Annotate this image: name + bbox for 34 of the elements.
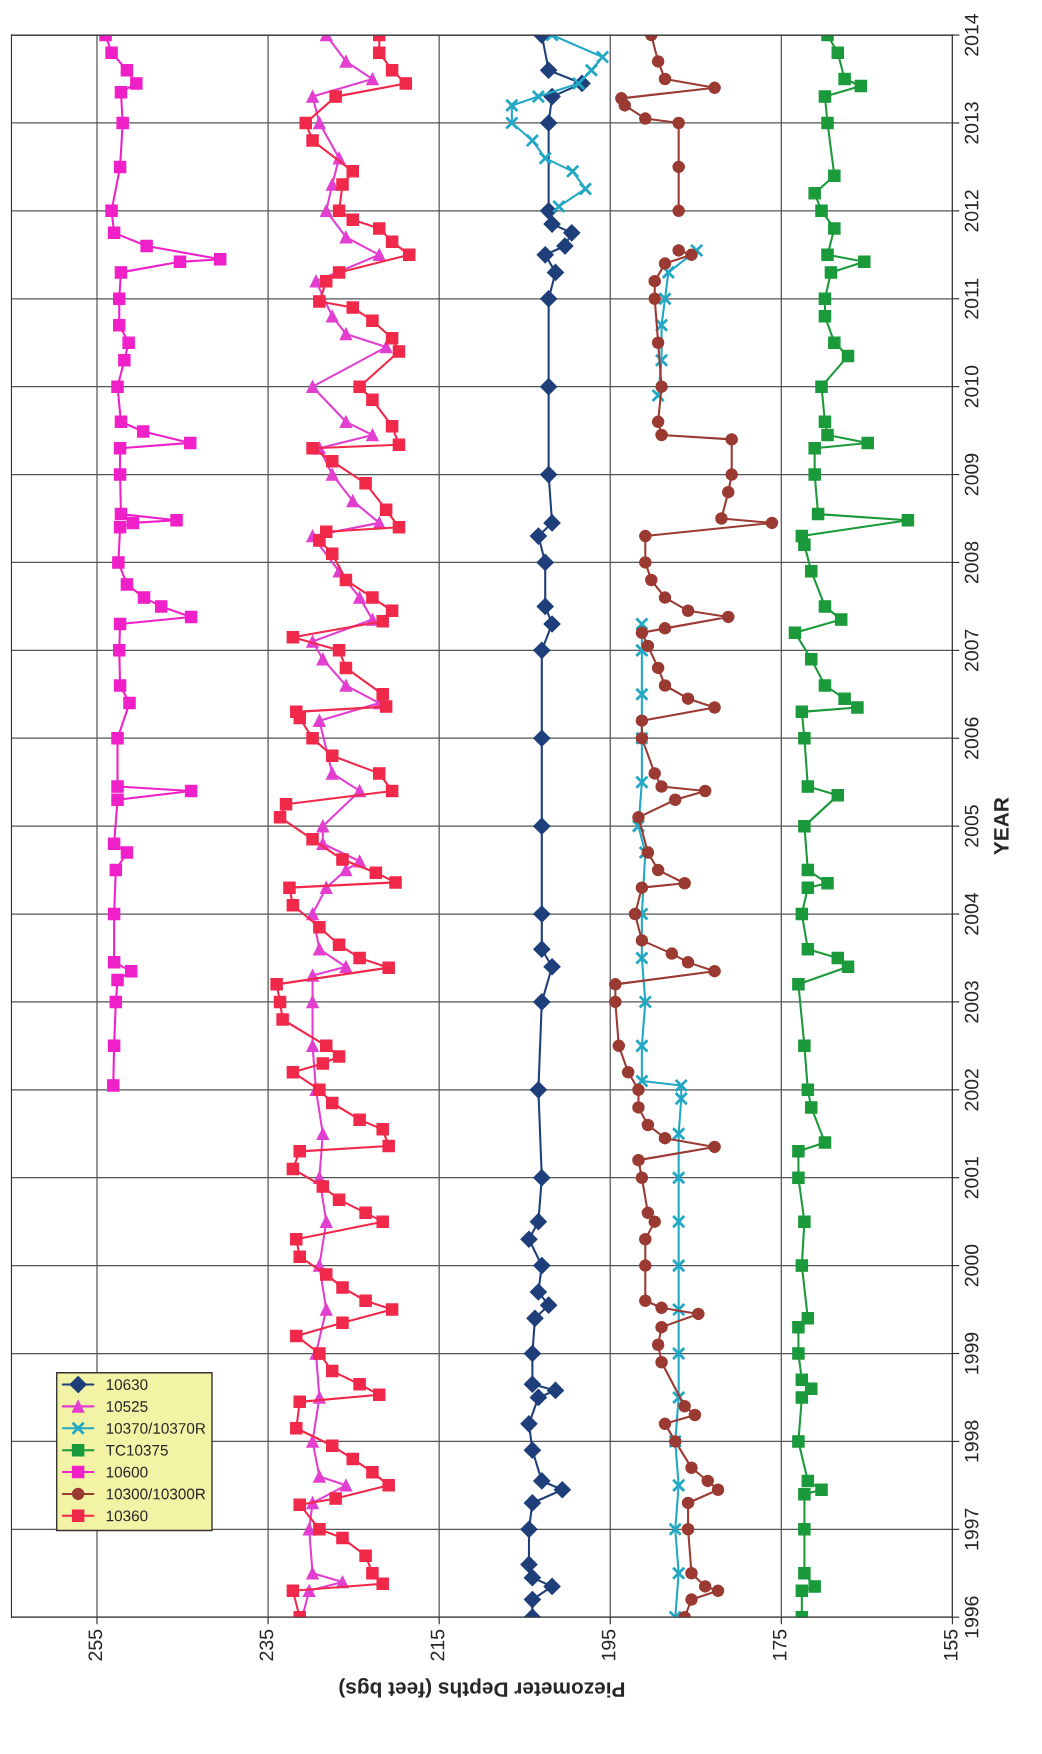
y-tick-label: 2013	[964, 102, 979, 144]
legend-label: 10600	[106, 1466, 148, 1478]
y-tick-label: 1997	[964, 1508, 979, 1550]
legend-label: 10360	[106, 1510, 148, 1522]
y-tick-label: 2014	[964, 14, 979, 56]
y-tick-label: 1999	[964, 1332, 979, 1374]
x-axis-title: Piezometer Depths (feet bgs)	[339, 1678, 625, 1698]
x-tick-label: 175	[772, 1629, 787, 1660]
y-tick-label: 2005	[964, 805, 979, 847]
y-tick-label: 2006	[964, 717, 979, 759]
x-tick-label: 255	[88, 1629, 103, 1661]
x-tick-label: 235	[259, 1629, 274, 1661]
x-tick-label: 215	[430, 1629, 445, 1661]
y-tick-label: 2010	[964, 365, 979, 408]
y-tick-label: 2008	[964, 541, 979, 584]
x-tick-label: 155	[944, 1629, 958, 1660]
legend-label: TC10375	[105, 1444, 168, 1456]
y-tick-label: 2011	[964, 278, 979, 319]
legend-label: 10525	[106, 1401, 148, 1412]
y-tick-label: 2001	[964, 1157, 979, 1199]
y-tick-label: 2003	[964, 981, 979, 1023]
y-tick-label: 2007	[964, 629, 979, 671]
legend-label: 10370/10370R	[106, 1422, 206, 1434]
y-axis-title: YEAR	[994, 797, 1009, 855]
y-tick-label: 2000	[964, 1244, 979, 1287]
x-tick-label: 195	[601, 1629, 616, 1660]
legend-label: 10630	[106, 1379, 148, 1391]
legend-label: 10300/10300R	[106, 1488, 206, 1500]
y-tick-label: 1998	[964, 1420, 979, 1462]
y-tick-label: 2009	[964, 453, 979, 496]
y-tick-label: 1996	[964, 1596, 979, 1638]
y-tick-label: 2002	[964, 1069, 979, 1111]
y-tick-label: 2012	[964, 190, 979, 232]
y-tick-label: 2004	[964, 892, 979, 935]
